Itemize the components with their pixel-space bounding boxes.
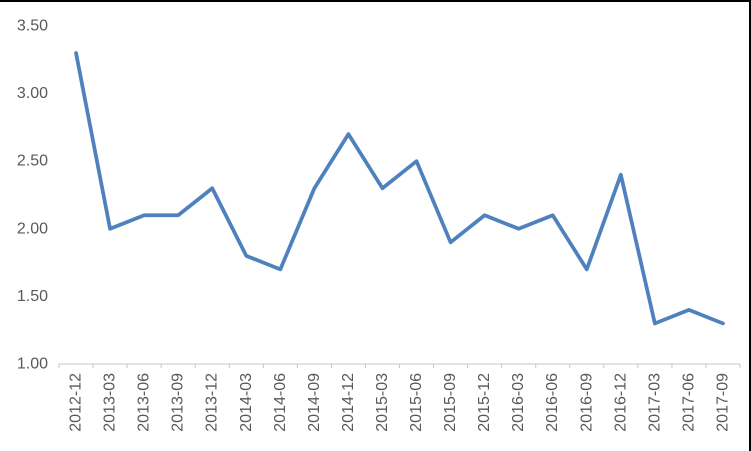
x-axis-tick-label: 2017-06 — [680, 373, 697, 432]
x-axis-tick-label: 2013-12 — [204, 373, 221, 432]
x-axis-tick-label: 2014-06 — [272, 373, 289, 432]
x-axis-tick-label: 2016-03 — [510, 373, 527, 432]
x-axis-tick-label: 2013-09 — [170, 373, 187, 432]
x-axis-tick-label: 2017-09 — [714, 373, 731, 432]
data-series-line — [74, 51, 725, 326]
x-axis-tick-label: 2014-03 — [238, 373, 255, 432]
y-axis-tick-label: 2.00 — [17, 220, 48, 237]
x-axis-tick-label: 2016-09 — [578, 373, 595, 432]
x-axis-tick-label: 2017-03 — [646, 373, 663, 432]
y-axis-tick-label: 1.50 — [17, 288, 48, 305]
x-axis-tick-label: 2015-12 — [476, 373, 493, 432]
x-axis-tick-label: 2015-06 — [408, 373, 425, 432]
y-axis-tick-label: 3.50 — [17, 18, 48, 35]
x-axis-tick-label: 2016-06 — [544, 373, 561, 432]
x-axis-tick-label: 2013-06 — [136, 373, 153, 432]
y-axis-tick-label: 1.00 — [17, 356, 48, 373]
x-axis-tick-label: 2016-12 — [612, 373, 629, 432]
x-axis-tick-label: 2014-12 — [340, 373, 357, 432]
x-axis-tick-label: 2015-03 — [374, 373, 391, 432]
x-axis-tick-label: 2014-09 — [306, 373, 323, 432]
x-axis-tick-label: 2015-09 — [442, 373, 459, 432]
x-axis-tick-label: 2012-12 — [68, 373, 85, 432]
x-axis-tick-label: 2013-03 — [102, 373, 119, 432]
y-axis-tick-label: 2.50 — [17, 153, 48, 170]
y-axis-tick-label: 3.00 — [17, 85, 48, 102]
